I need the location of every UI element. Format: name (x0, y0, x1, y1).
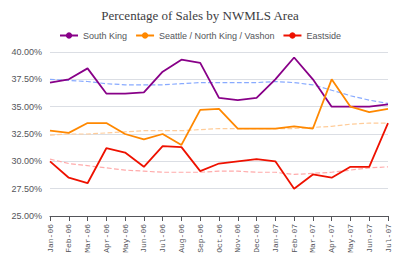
svg-text:Apr-07: Apr-07 (327, 224, 336, 253)
svg-text:35.00%: 35.00% (11, 102, 42, 112)
svg-text:37.50%: 37.50% (11, 74, 42, 84)
svg-text:Jun-07: Jun-07 (365, 224, 374, 253)
svg-text:Jul-07: Jul-07 (384, 224, 393, 253)
svg-text:Feb-06: Feb-06 (64, 224, 73, 253)
svg-text:Jan-07: Jan-07 (271, 224, 280, 253)
svg-text:South King: South King (83, 31, 127, 41)
svg-text:32.50%: 32.50% (11, 129, 42, 139)
svg-text:Feb-07: Feb-07 (290, 224, 299, 253)
svg-text:May-06: May-06 (121, 224, 130, 253)
svg-text:Eastside: Eastside (306, 31, 341, 41)
svg-text:Nov-06: Nov-06 (233, 224, 242, 253)
svg-text:Dec-06: Dec-06 (252, 224, 261, 253)
svg-text:Oct-06: Oct-06 (215, 224, 224, 253)
svg-text:Jan-06: Jan-06 (46, 224, 55, 253)
svg-text:30.00%: 30.00% (11, 156, 42, 166)
svg-text:25.00%: 25.00% (11, 211, 42, 221)
svg-text:Mar-07: Mar-07 (308, 224, 317, 253)
svg-text:Percentage of Sales by NWMLS A: Percentage of Sales by NWMLS Area (101, 8, 299, 23)
svg-text:Sep-06: Sep-06 (196, 224, 205, 253)
svg-text:27.50%: 27.50% (11, 184, 42, 194)
svg-text:Jul-06: Jul-06 (158, 224, 167, 253)
svg-text:Seattle / North King / Vashon: Seattle / North King / Vashon (159, 31, 274, 41)
svg-text:May-07: May-07 (346, 224, 355, 253)
svg-text:Aug-06: Aug-06 (177, 224, 186, 253)
svg-text:Apr-06: Apr-06 (102, 224, 111, 253)
svg-text:Mar-06: Mar-06 (83, 224, 92, 253)
svg-text:Jun-06: Jun-06 (139, 224, 148, 253)
svg-text:40.00%: 40.00% (11, 47, 42, 57)
